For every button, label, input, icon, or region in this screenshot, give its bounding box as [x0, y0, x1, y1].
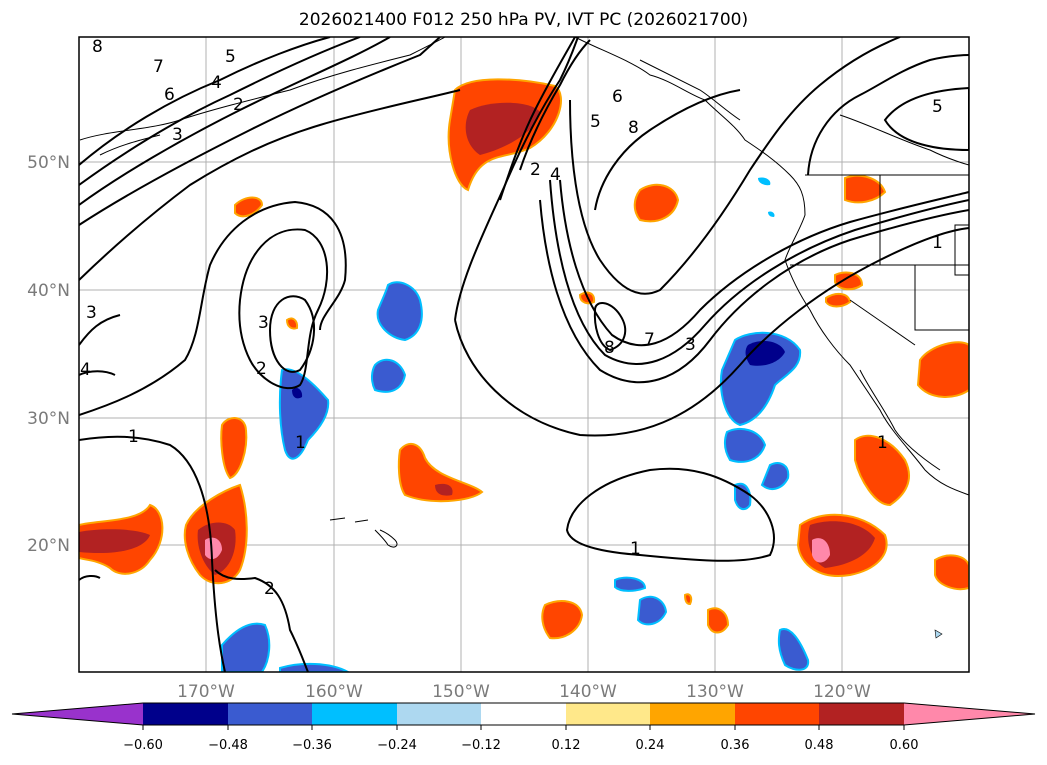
- contour-label: 1: [295, 433, 306, 453]
- colorbar-segment: [481, 703, 566, 725]
- lat-label: 50°N: [27, 153, 70, 173]
- contour-label: 4: [550, 165, 561, 185]
- contour-label: 3: [258, 313, 269, 333]
- colorbar-left-extension: [12, 703, 143, 725]
- colorbar-tick-label: −0.24: [377, 738, 417, 753]
- contour-labels: 8 7 6 4 2 3 3 2 1 2 5 1 2 4 5 6 8 8 7 3 …: [80, 37, 943, 599]
- contour-label: 3: [172, 125, 183, 145]
- map-title: 2026021400 F012 250 hPa PV, IVT PC (2026…: [298, 10, 749, 30]
- colorbar-segment: [650, 703, 735, 725]
- lon-label: 130°W: [686, 682, 744, 702]
- colorbar-segment: [228, 703, 312, 725]
- colorbar-segment: [566, 703, 650, 725]
- colorbar-right-extension: [904, 703, 1035, 725]
- contour-label: 5: [225, 47, 236, 67]
- contour-label: 7: [153, 57, 164, 77]
- latitude-axis: 50°N 40°N 30°N 20°N: [27, 153, 70, 556]
- colorbar-tick-label: −0.36: [292, 738, 332, 753]
- contour-label: 5: [590, 112, 601, 132]
- lon-label: 120°W: [813, 682, 871, 702]
- colorbar-tick-label: 0.48: [805, 738, 834, 753]
- colorbar-tick-label: 0.60: [890, 738, 919, 753]
- colorbar-segment: [735, 703, 819, 725]
- negative-anomaly-areas: [221, 177, 943, 672]
- colorbar-segment: [819, 703, 904, 725]
- contour-label: 1: [128, 427, 139, 447]
- contour-label: 8: [92, 37, 103, 57]
- colorbar-segment: [312, 703, 397, 725]
- contour-label: 1: [630, 539, 641, 559]
- positive-anomaly-areas: [79, 78, 969, 640]
- colorbar-tick-label: 0.24: [636, 738, 665, 753]
- contour-label: 8: [628, 118, 639, 138]
- pv-contours: [79, 37, 969, 672]
- lat-label: 40°N: [27, 281, 70, 301]
- lat-label: 20°N: [27, 536, 70, 556]
- colorbar-segment: [143, 703, 228, 725]
- contour-label: 6: [164, 85, 175, 105]
- lat-label: 30°N: [27, 409, 70, 429]
- colorbar-tick-label: 0.12: [552, 738, 581, 753]
- colorbar-tick-label: −0.48: [208, 738, 248, 753]
- contour-label: 2: [264, 579, 275, 599]
- contour-label: 1: [877, 433, 888, 453]
- longitude-axis: 170°W 160°W 150°W 140°W 130°W 120°W: [177, 682, 871, 702]
- colorbar-segment: [397, 703, 481, 725]
- contour-label: 6: [612, 87, 623, 107]
- colorbar: −0.60 −0.48 −0.36 −0.24 −0.12 0.12 0.24 …: [11, 702, 1036, 753]
- contour-label: 2: [530, 160, 541, 180]
- contour-label: 1: [932, 233, 943, 253]
- contour-label: 4: [80, 360, 91, 380]
- contour-label: 2: [233, 95, 244, 115]
- contour-label: 7: [644, 330, 655, 350]
- contour-label: 5: [932, 97, 943, 117]
- map-frame: [78, 36, 970, 673]
- contour-label: 2: [256, 359, 267, 379]
- lon-label: 160°W: [305, 682, 363, 702]
- colorbar-tick-label: −0.60: [123, 738, 163, 753]
- contour-label: 8: [604, 338, 615, 358]
- contour-label: 3: [685, 335, 696, 355]
- contour-label: 3: [86, 303, 97, 323]
- colorbar-tick-label: −0.12: [461, 738, 501, 753]
- coastlines: [79, 37, 969, 548]
- contour-label: 4: [211, 73, 222, 93]
- lon-label: 140°W: [559, 682, 617, 702]
- lon-label: 170°W: [177, 682, 235, 702]
- colorbar-tick-label: 0.36: [721, 738, 750, 753]
- lon-label: 150°W: [432, 682, 490, 702]
